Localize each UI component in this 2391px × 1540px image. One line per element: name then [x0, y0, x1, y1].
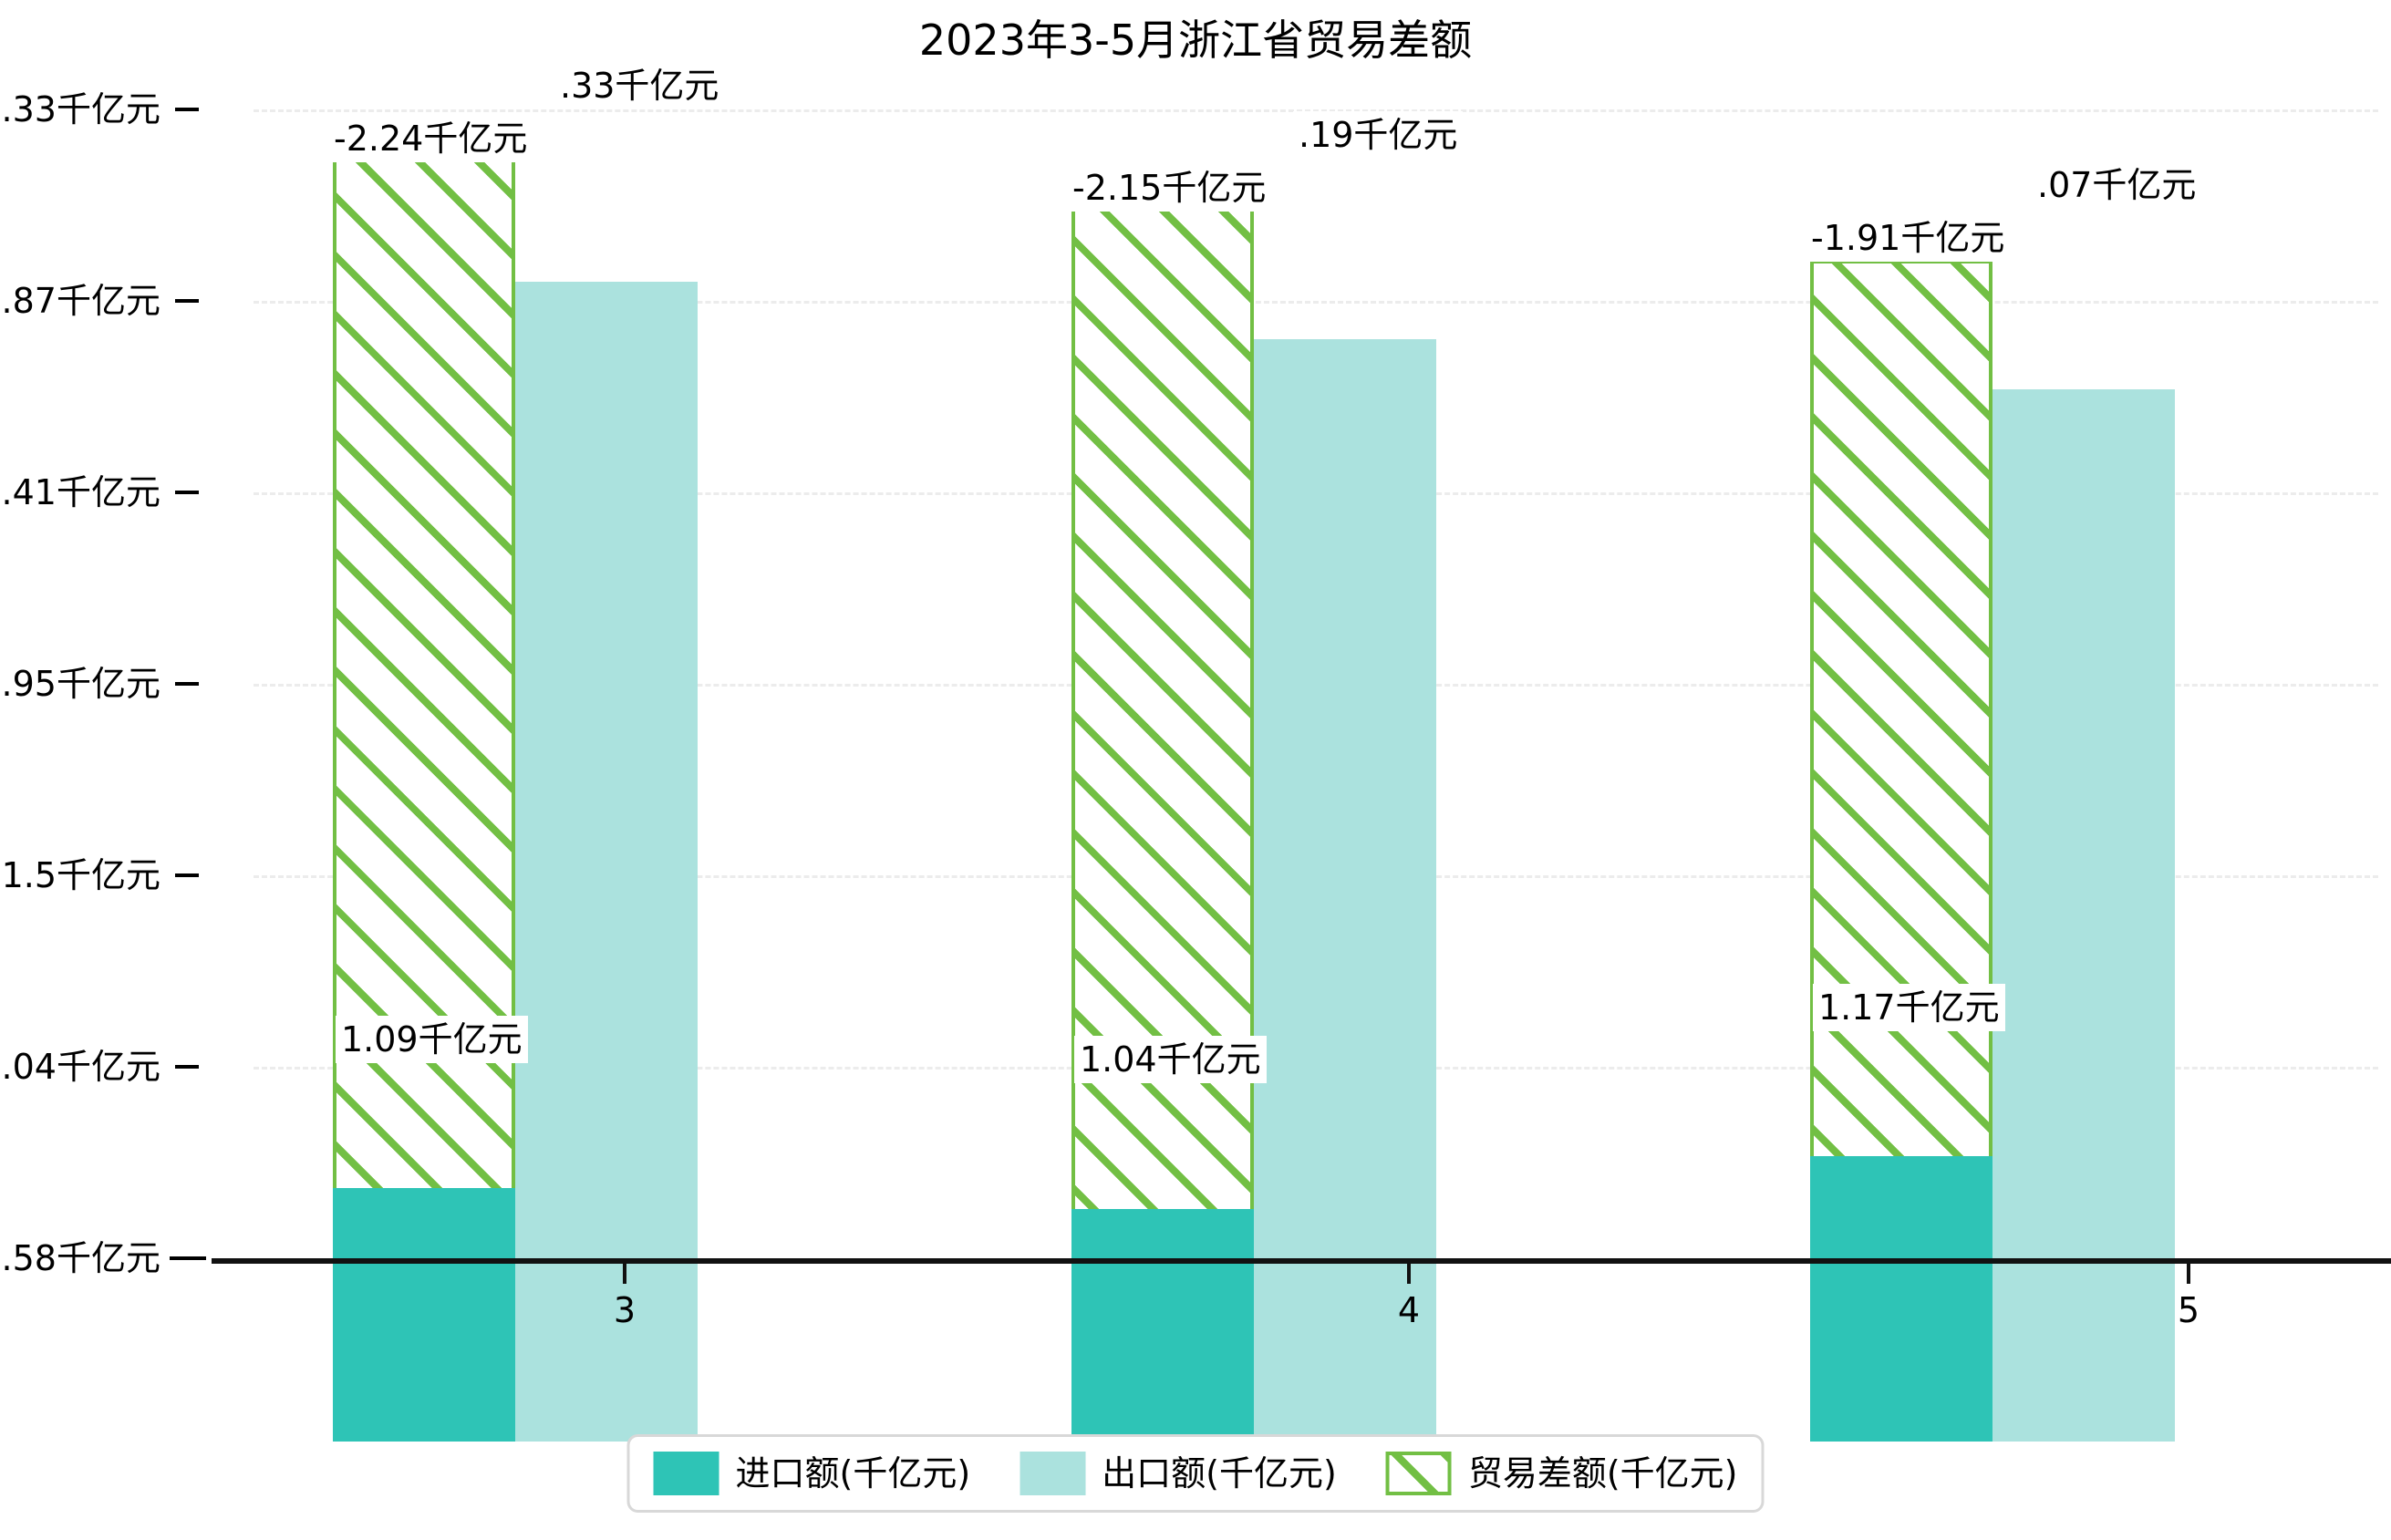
y-tick-label-1-04: 1.04千亿元 — [0, 1047, 160, 1087]
value-label-export-month-5: .07千亿元 — [2032, 161, 2202, 209]
chart-title: 2023年3-5月浙江省贸易差额 — [918, 16, 1473, 65]
bar-export-month-3[interactable] — [515, 282, 698, 1442]
x-tick-mark-4 — [1407, 1264, 1411, 1284]
legend-label-import: 进口额(千亿元) — [735, 1453, 971, 1493]
y-tick-label-1-5: 1.5千亿元 — [1, 855, 160, 895]
bar-balance-month-3[interactable] — [333, 159, 515, 1264]
y-tick-mark — [175, 873, 199, 877]
bar-import-month-5[interactable] — [1810, 1156, 1992, 1442]
legend-label-export: 出口额(千亿元) — [1102, 1453, 1337, 1493]
value-label-import-month-4: 1.04千亿元 — [1074, 1036, 1267, 1083]
value-label-balance-month-5: -1.91千亿元 — [1806, 214, 2011, 262]
bar-export-month-4[interactable] — [1254, 339, 1436, 1442]
legend-swatch-import-icon — [653, 1452, 719, 1495]
y-axis: 3.33千亿元 2.87千亿元 2.41千亿元 1.95千亿元 1.5千亿元 1… — [0, 92, 212, 1276]
y-tick-mark — [175, 108, 199, 111]
x-tick-label-4: 4 — [1397, 1290, 1421, 1330]
y-tick-label-3-33: 3.33千亿元 — [0, 89, 160, 129]
value-label-export-month-3: .33千亿元 — [554, 62, 725, 109]
x-tick-label-5: 5 — [2177, 1290, 2200, 1330]
bar-import-month-3[interactable] — [333, 1188, 515, 1442]
y-tick-mark — [175, 682, 199, 686]
value-label-balance-month-4: -2.15千亿元 — [1067, 164, 1272, 212]
y-tick-label-1-95: 1.95千亿元 — [0, 664, 160, 704]
legend-item-balance[interactable]: 贸易差额(千亿元) — [1385, 1452, 1738, 1495]
value-label-import-month-3: 1.09千亿元 — [336, 1016, 528, 1063]
x-tick-mark-3 — [623, 1264, 626, 1284]
y-tick-label-0-58: 0.58千亿元 — [0, 1238, 160, 1278]
x-tick-label-3: 3 — [613, 1290, 637, 1330]
value-label-import-month-5: 1.17千亿元 — [1813, 984, 2005, 1031]
y-tick-mark — [175, 299, 199, 303]
gridline-3-33 — [254, 109, 2378, 112]
value-label-export-month-4: .19千亿元 — [1293, 111, 1464, 159]
legend-item-import[interactable]: 进口额(千亿元) — [653, 1452, 971, 1495]
chart-legend: 进口额(千亿元) 出口额(千亿元) 贸易差额(千亿元) — [626, 1434, 1765, 1513]
y-tick-mark — [175, 491, 199, 494]
x-axis-line — [212, 1258, 2391, 1264]
legend-swatch-export-icon — [1020, 1452, 1086, 1495]
legend-item-export[interactable]: 出口额(千亿元) — [1020, 1452, 1337, 1495]
bar-export-month-5[interactable] — [1992, 389, 2175, 1442]
legend-swatch-balance-icon — [1385, 1452, 1452, 1495]
bar-import-month-4[interactable] — [1071, 1209, 1254, 1442]
legend-label-balance: 贸易差额(千亿元) — [1467, 1453, 1738, 1493]
x-tick-mark-5 — [2187, 1264, 2190, 1284]
bar-balance-month-4[interactable] — [1071, 192, 1254, 1248]
y-tick-mark — [170, 1256, 206, 1260]
y-tick-label-2-87: 2.87千亿元 — [0, 281, 160, 321]
bar-balance-month-5[interactable] — [1810, 260, 1992, 1247]
value-label-balance-month-3: -2.24千亿元 — [328, 115, 533, 162]
y-tick-label-2-41: 2.41千亿元 — [0, 472, 160, 512]
y-tick-mark — [175, 1065, 199, 1069]
gridline-2-87 — [254, 301, 2378, 304]
